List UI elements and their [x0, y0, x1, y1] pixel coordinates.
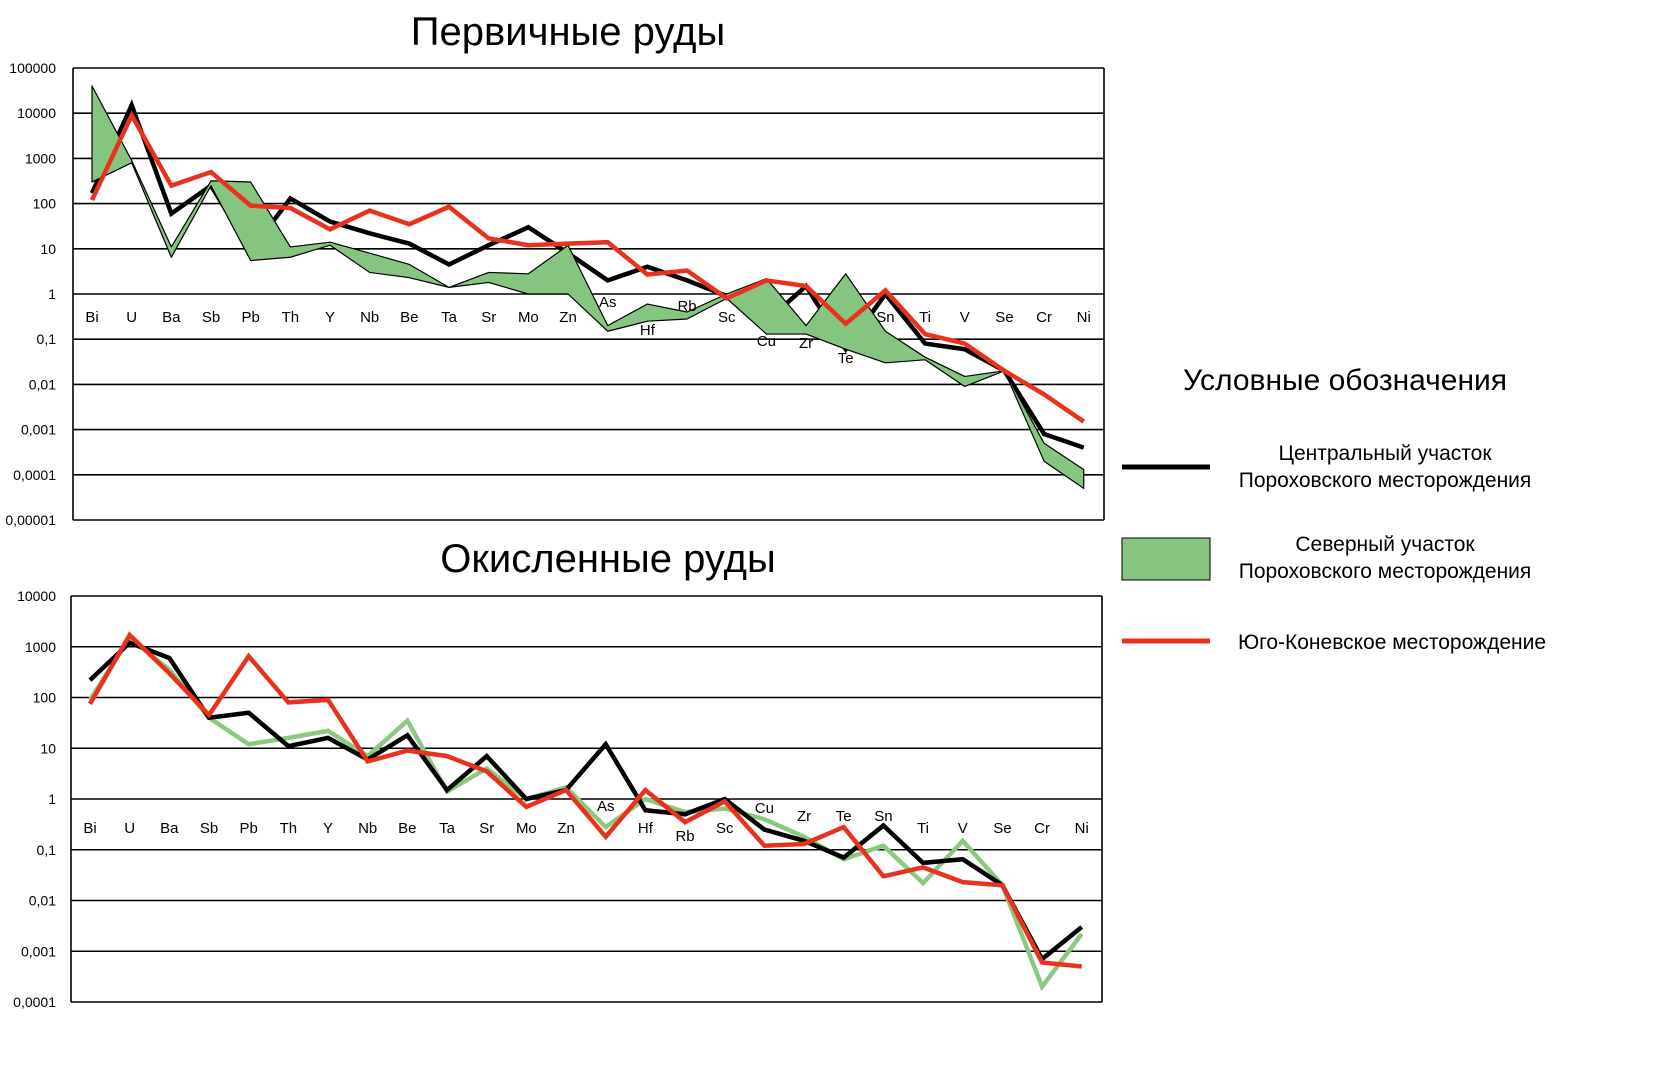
x-tick-label-Mo: Mo [516, 820, 537, 837]
x-tick-label-Sn: Sn [874, 808, 892, 825]
x-tick-label-U: U [126, 309, 137, 326]
x-tick-label-Hf: Hf [640, 322, 656, 339]
x-tick-label-Nb: Nb [360, 309, 379, 326]
x-tick-label-Ta: Ta [441, 309, 458, 326]
legend: Условные обозначения Центральный участок П… [1121, 364, 1546, 654]
x-tick-label-Ta: Ta [439, 820, 456, 837]
series-line-north [88, 634, 1084, 992]
y-tick-label: 0,0001 [13, 994, 56, 1010]
x-tick-label-Zr: Zr [799, 335, 813, 352]
chart-1: Первичные руды 100000 10000 1000 100 10 1 0,1 0,… [5, 10, 1105, 528]
y-tick-label: 100000 [9, 60, 56, 76]
x-tick-label-Sc: Sc [716, 820, 734, 837]
y-tick-label: 0,01 [29, 893, 56, 909]
x-tick-label-Ni: Ni [1075, 820, 1089, 837]
x-tick-label-Bi: Bi [85, 309, 98, 326]
x-tick-label-Pb: Pb [242, 309, 260, 326]
x-tick-label-Cr: Cr [1036, 309, 1052, 326]
series-line-central [89, 99, 1085, 450]
x-tick-label-As: As [599, 294, 617, 311]
legend-label-north-1: Северный участок [1295, 533, 1475, 556]
x-tick-label-Sb: Sb [200, 820, 218, 837]
x-tick-label-Te: Te [836, 808, 852, 825]
x-tick-label-Pb: Pb [240, 820, 258, 837]
x-tick-label-Ti: Ti [919, 309, 931, 326]
legend-label-central-2: Пороховского месторождения [1239, 469, 1532, 492]
y-tick-label: 0,1 [37, 842, 57, 858]
legend-label-central-1: Центральный участок [1278, 442, 1492, 465]
x-tick-label-Se: Se [993, 820, 1011, 837]
x-tick-label-Y: Y [325, 309, 335, 326]
y-tick-label: 0,001 [21, 943, 56, 959]
x-tick-label-Sb: Sb [202, 309, 220, 326]
legend-label-north-2: Пороховского месторождения [1239, 560, 1532, 583]
x-tick-label-Te: Te [838, 350, 854, 367]
x-tick-label-Rb: Rb [677, 298, 696, 315]
x-tick-label-Ti: Ti [917, 820, 929, 837]
x-tick-label-V: V [958, 820, 968, 837]
x-tick-label-Zr: Zr [797, 808, 811, 825]
x-tick-label-Rb: Rb [675, 828, 694, 845]
y-tick-label: 1000 [25, 150, 56, 166]
y-tick-label: 10000 [17, 588, 56, 604]
x-tick-label-Nb: Nb [358, 820, 377, 837]
y-tick-label: 1000 [25, 639, 56, 655]
x-tick-label-Ni: Ni [1077, 309, 1091, 326]
y-tick-label: 1 [48, 791, 56, 807]
x-tick-label-Th: Th [280, 820, 298, 837]
legend-swatch-north [1121, 537, 1211, 581]
chart-title: Окисленные руды [440, 537, 775, 581]
series-band-north [91, 85, 1085, 490]
legend-label-south: Юго-Коневское месторождение [1238, 631, 1546, 654]
series-line-central [88, 640, 1084, 963]
x-tick-label-Cr: Cr [1034, 820, 1050, 837]
x-tick-label-Th: Th [282, 309, 300, 326]
x-tick-label-Mo: Mo [518, 309, 539, 326]
y-tick-label: 0,0001 [13, 467, 56, 483]
y-tick-label: 1 [48, 286, 56, 302]
x-tick-label-Se: Se [995, 309, 1013, 326]
y-tick-label: 10 [40, 740, 56, 756]
x-tick-label-Be: Be [398, 820, 416, 837]
series-line-south [89, 110, 1086, 424]
x-tick-label-Cu: Cu [757, 333, 776, 350]
x-tick-label-Zn: Zn [559, 309, 577, 326]
y-tick-label: 100 [33, 196, 57, 212]
series-line-south [88, 631, 1082, 969]
chart-2: Окисленные руды 10000 1000 100 10 1 0,1 0,01 0,0… [13, 537, 1103, 1010]
x-tick-label-Ba: Ba [160, 820, 179, 837]
x-tick-label-V: V [960, 309, 970, 326]
x-tick-label-Ba: Ba [162, 309, 181, 326]
y-tick-label: 10000 [17, 105, 56, 121]
x-tick-label-Cu: Cu [755, 800, 774, 817]
x-tick-label-Be: Be [400, 309, 418, 326]
x-tick-label-Zn: Zn [557, 820, 575, 837]
y-tick-label: 100 [33, 690, 57, 706]
y-tick-label: 0,001 [21, 422, 56, 438]
y-tick-label: 0,1 [37, 331, 57, 347]
y-tick-label: 0,00001 [5, 512, 56, 528]
x-tick-label-Y: Y [323, 820, 333, 837]
x-tick-label-Sc: Sc [718, 309, 736, 326]
x-tick-label-Sn: Sn [876, 309, 894, 326]
x-tick-label-U: U [124, 820, 135, 837]
x-tick-label-Hf: Hf [638, 820, 654, 837]
x-tick-label-Sr: Sr [481, 309, 496, 326]
legend-title: Условные обозначения [1183, 364, 1507, 397]
x-tick-label-Bi: Bi [83, 820, 96, 837]
x-tick-label-As: As [597, 798, 615, 815]
y-tick-label: 10 [40, 241, 56, 257]
x-tick-label-Sr: Sr [479, 820, 494, 837]
y-tick-label: 0,01 [29, 376, 56, 392]
chart-title: Первичные руды [411, 10, 725, 54]
